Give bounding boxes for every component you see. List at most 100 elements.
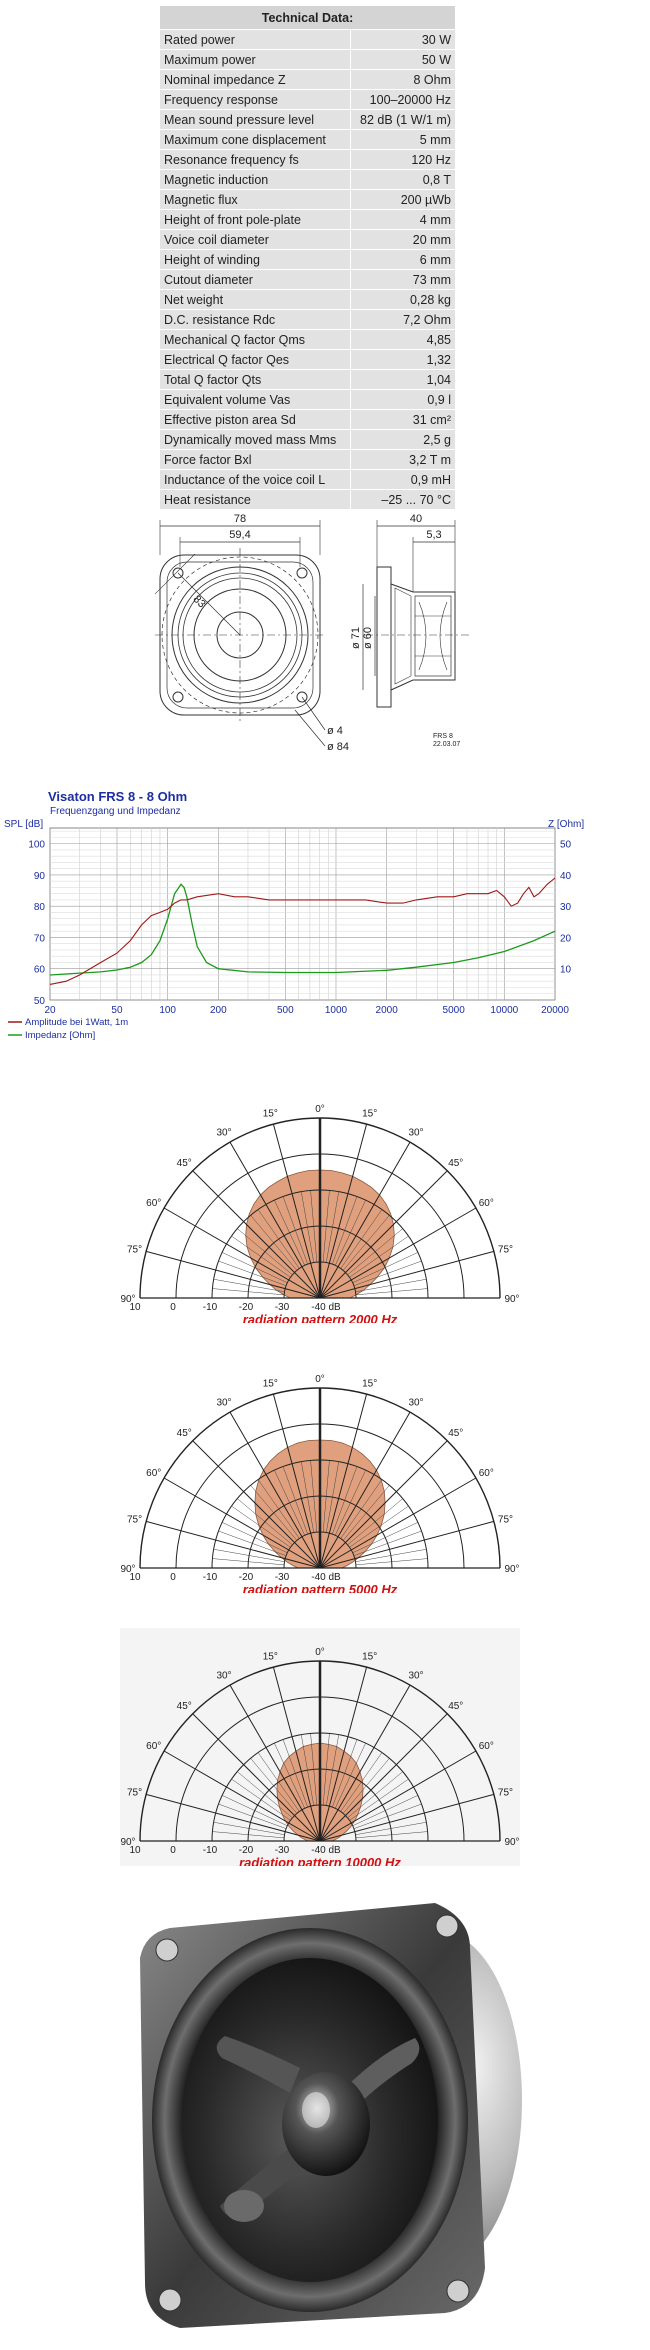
- spec-label: Magnetic flux: [160, 189, 351, 210]
- angle-label: 15°: [362, 1652, 377, 1663]
- x-tick: 1000: [325, 1005, 348, 1016]
- spec-label: Force factor Bxl: [160, 449, 351, 470]
- angle-label: 60°: [479, 1198, 494, 1209]
- spec-value: 1,04: [350, 369, 455, 390]
- table-row: Force factor Bxl 3,2 T m: [160, 449, 455, 470]
- x-tick: 10000: [490, 1005, 518, 1016]
- db-label: -20: [239, 1845, 254, 1856]
- table-row: Total Q factor Qts 1,04: [160, 369, 455, 390]
- spec-label: Effective piston area Sd: [160, 409, 351, 430]
- table-row: Rated power 30 W: [160, 29, 455, 50]
- spec-value: 31 cm²: [350, 409, 455, 430]
- spec-value: 8 Ohm: [350, 69, 455, 90]
- y-left-tick: 80: [34, 902, 46, 913]
- radiation-pattern-5000hz: 90°75°60°45°30°15° 0° 15°30°45°60°75°90°10…: [120, 1374, 519, 1593]
- screw-hole: [158, 2288, 182, 2312]
- angle-label: 30°: [216, 1128, 231, 1139]
- legend-impedance-label: Impedanz [Ohm]: [25, 1030, 95, 1041]
- angle-label: 75°: [127, 1244, 142, 1255]
- angle-label: 0°: [315, 1104, 325, 1115]
- table-row: Heat resistance –25 ... 70 °C: [160, 489, 455, 510]
- x-tick: 2000: [376, 1005, 399, 1016]
- x-tick: 5000: [443, 1005, 466, 1016]
- angle-label: 90°: [504, 1837, 519, 1848]
- table-row: Maximum power 50 W: [160, 49, 455, 70]
- spec-value: 3,2 T m: [350, 449, 455, 470]
- impedance-series-line: [49, 883, 556, 976]
- y-right-tick: 30: [560, 902, 572, 913]
- angle-label: 45°: [177, 1158, 192, 1169]
- table-row: Inductance of the voice coil L 0,9 mH: [160, 469, 455, 490]
- side-flange: [376, 566, 392, 708]
- spec-value: 0,9 mH: [350, 469, 455, 490]
- spec-value: 200 µWb: [350, 189, 455, 210]
- spec-label: Maximum cone displacement: [160, 129, 351, 150]
- angle-label: 90°: [120, 1294, 135, 1305]
- dim-53: 5,3: [426, 529, 441, 541]
- x-tick: 500: [277, 1005, 294, 1016]
- angle-label: 45°: [448, 1428, 463, 1439]
- angle-label: 15°: [362, 1109, 377, 1120]
- x-tick: 200: [210, 1005, 227, 1016]
- spec-label: Resonance frequency fs: [160, 149, 351, 170]
- whizzer-lobe: [345, 2038, 420, 2108]
- dim-78: 78: [234, 513, 246, 525]
- spec-value: 6 mm: [350, 249, 455, 270]
- spec-value: 2,5 g: [350, 429, 455, 450]
- spec-value: 0,9 l: [350, 389, 455, 410]
- angle-label: 30°: [408, 1671, 423, 1682]
- screw-hole: [446, 2279, 470, 2303]
- spec-value: –25 ... 70 °C: [350, 489, 455, 510]
- chart-title: Visaton FRS 8 - 8 Ohm: [48, 789, 187, 804]
- radiation-pattern-10000hz: 90°75°60°45°30°15° 0° 15°30°45°60°75°90°10…: [120, 1628, 520, 1866]
- db-label: -10: [203, 1845, 218, 1856]
- db-label: 0: [170, 1572, 176, 1583]
- table-row: Magnetic induction 0,8 T: [160, 169, 455, 190]
- db-label: 10: [129, 1302, 141, 1313]
- angle-label: 75°: [498, 1787, 513, 1798]
- angle-label: 30°: [408, 1128, 423, 1139]
- spec-label: Nominal impedance Z: [160, 69, 351, 90]
- spl-series-line: [49, 877, 556, 985]
- table-row: Mean sound pressure level 82 dB (1 W/1 m): [160, 109, 455, 130]
- spec-label: Voice coil diameter: [160, 229, 351, 250]
- table-row: D.C. resistance Rdc 7,2 Ohm: [160, 309, 455, 330]
- radiation-caption: radiation pattern 2000 Hz: [243, 1312, 398, 1323]
- table-row: Maximum cone displacement 5 mm: [160, 129, 455, 150]
- db-label: -30: [275, 1845, 290, 1856]
- spec-label: Frequency response: [160, 89, 351, 110]
- angle-label: 30°: [216, 1671, 231, 1682]
- table-row: Height of winding 6 mm: [160, 249, 455, 270]
- spec-value: 1,32: [350, 349, 455, 370]
- db-label: -20: [239, 1302, 254, 1313]
- db-label: -20: [239, 1572, 254, 1583]
- spec-value: 120 Hz: [350, 149, 455, 170]
- table-body: Rated power 30 W Maximum power 50 W Nominal …: [160, 29, 455, 510]
- table-row: Height of front pole-plate 4 mm: [160, 209, 455, 230]
- dim-40: 40: [410, 513, 422, 525]
- db-label: 10: [129, 1572, 141, 1583]
- table-row: Effective piston area Sd 31 cm²: [160, 409, 455, 430]
- frequency-response-chart: Visaton FRS 8 - 8 Ohm Frequenzgang und I…: [4, 789, 584, 1041]
- angle-label: 60°: [479, 1741, 494, 1752]
- y-left-tick: 50: [34, 996, 46, 1007]
- table-row: Voice coil diameter 20 mm: [160, 229, 455, 250]
- spec-label: Electrical Q factor Qes: [160, 349, 351, 370]
- spec-label: Height of winding: [160, 249, 351, 270]
- dust-cap: [282, 2072, 370, 2176]
- spec-value: 0,28 kg: [350, 289, 455, 310]
- angle-label: 90°: [120, 1837, 135, 1848]
- angle-label: 60°: [146, 1741, 161, 1752]
- spec-label: Mechanical Q factor Qms: [160, 329, 351, 350]
- radiation-caption: radiation pattern 10000 Hz: [239, 1855, 401, 1866]
- screw-hole: [435, 1914, 459, 1938]
- angle-label: 30°: [408, 1398, 423, 1409]
- spec-value: 20 mm: [350, 229, 455, 250]
- y-right-label: Z [Ohm]: [548, 819, 584, 830]
- chart-subtitle: Frequenzgang und Impedanz: [50, 806, 181, 817]
- angle-label: 45°: [448, 1701, 463, 1712]
- dim-outer: ø 84: [327, 741, 349, 753]
- table-row: Resonance frequency fs 120 Hz: [160, 149, 455, 170]
- y-left-tick: 70: [34, 933, 46, 944]
- spec-value: 50 W: [350, 49, 455, 70]
